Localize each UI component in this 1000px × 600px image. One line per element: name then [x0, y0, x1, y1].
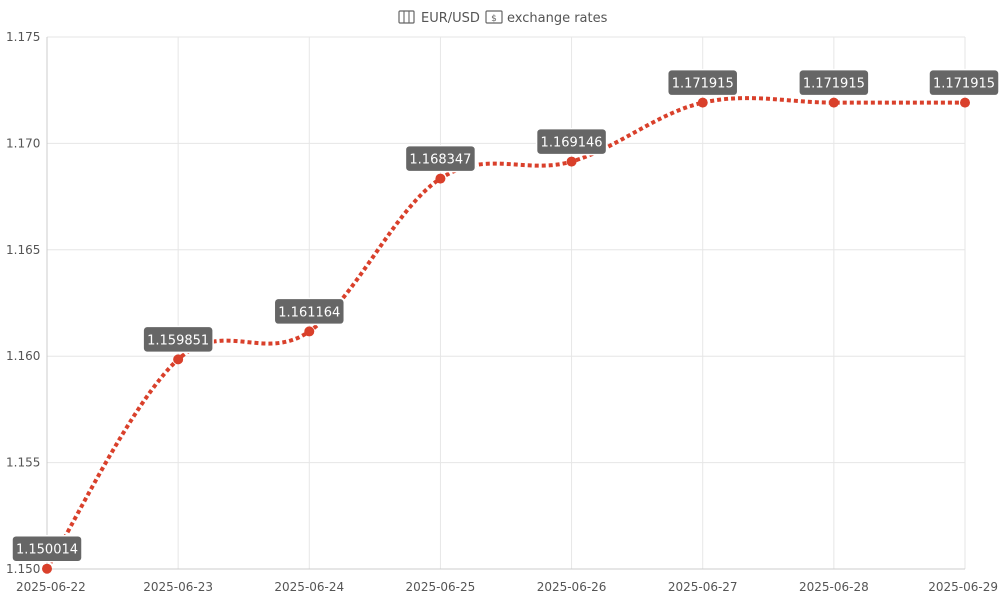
data-label-box [666, 68, 739, 97]
data-label-box [404, 144, 477, 173]
map-icon [398, 10, 415, 24]
x-tick-label: 2025-06-28 [799, 580, 869, 594]
y-tick-label: 1.165 [6, 243, 40, 257]
x-tick-label: 2025-06-29 [928, 580, 998, 594]
x-tick-label: 2025-06-23 [143, 580, 213, 594]
data-point[interactable] [828, 97, 839, 108]
y-tick-label: 1.150 [6, 562, 40, 576]
data-label: 1.168347 [404, 144, 477, 173]
data-label: 1.171915 [798, 68, 870, 97]
data-label-text: 1.169146 [541, 136, 603, 151]
data-label-box [11, 534, 83, 563]
y-tick-label: 1.160 [6, 349, 40, 363]
x-tick-label: 2025-06-24 [274, 580, 344, 594]
data-label-text: 1.168347 [409, 153, 471, 168]
data-label-text: 1.171915 [672, 77, 734, 92]
data-label: 1.169146 [535, 127, 608, 156]
y-tick-label: 1.170 [6, 136, 40, 150]
data-label-text: 1.171915 [933, 77, 995, 92]
data-point[interactable] [697, 97, 708, 108]
chart-title-description: exchange rates [507, 11, 608, 26]
axes: 1.150 1.155 1.160 1.165 1.170 1.175 2025-06-22… [6, 30, 998, 594]
data-point[interactable] [435, 173, 446, 184]
data-label-text: 1.171915 [803, 77, 865, 92]
chart-title-currency: EUR/USD [421, 11, 480, 26]
data-labels: 1.150014 1.159851 1.161164 1.168347 1.169146… [11, 68, 1000, 563]
map-icon-frame [398, 10, 415, 24]
data-label-box [535, 127, 608, 156]
y-tick-label: 1.175 [6, 30, 40, 44]
data-label-box [928, 68, 1000, 97]
data-label: 1.161164 [273, 297, 346, 326]
map-icon-folds [403, 11, 410, 23]
data-label-box [142, 325, 214, 354]
data-point[interactable] [173, 354, 184, 365]
data-point[interactable] [566, 156, 577, 167]
data-label: 1.171915 [666, 68, 739, 97]
data-label: 1.150014 [11, 534, 83, 563]
data-label-text: 1.161164 [278, 305, 340, 320]
data-points [42, 97, 970, 574]
banknote-icon-glyph: $ [491, 14, 497, 24]
data-label-box [798, 68, 870, 97]
banknote-icon: $ [485, 10, 503, 24]
x-tick-label: 2025-06-25 [406, 580, 476, 594]
x-tick-label: 2025-06-22 [16, 580, 86, 594]
data-point[interactable] [960, 97, 970, 108]
data-label-text: 1.150014 [16, 543, 78, 558]
y-tick-label: 1.155 [6, 456, 40, 470]
grid-lines [46, 36, 966, 570]
x-tick-label: 2025-06-27 [668, 580, 738, 594]
x-tick-label: 2025-06-26 [537, 580, 607, 594]
data-point[interactable] [42, 563, 52, 574]
banknote-icon-frame [485, 10, 503, 24]
data-label: 1.171915 [928, 68, 1000, 97]
data-point[interactable] [304, 326, 315, 337]
data-label-text: 1.159851 [147, 333, 209, 348]
data-label: 1.159851 [142, 325, 214, 354]
data-label-box [273, 297, 346, 326]
chart-title: EUR/USD $ exchange rates [398, 10, 608, 26]
